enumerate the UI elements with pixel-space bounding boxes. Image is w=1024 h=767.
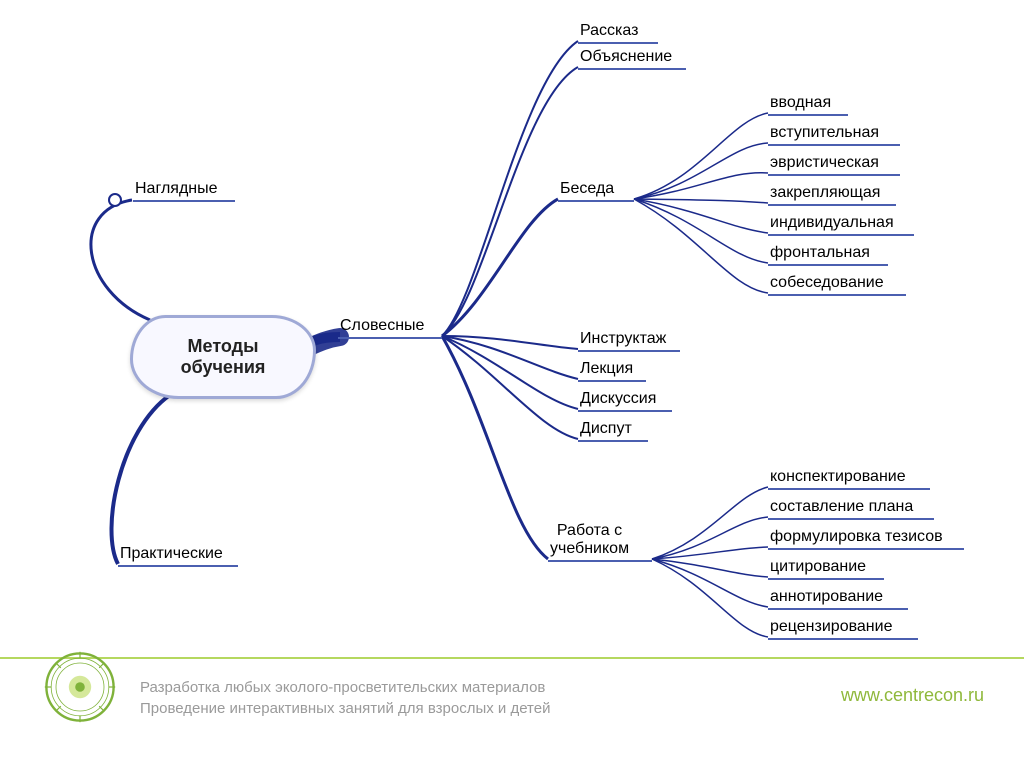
node-diskussiya: Дискуссия xyxy=(580,390,656,408)
underline xyxy=(768,234,914,236)
footer-line2: Проведение интерактивных занятий для взр… xyxy=(140,700,550,717)
node-obyasnenie: Объяснение xyxy=(580,48,672,66)
node-lektsiya: Лекция xyxy=(580,360,633,378)
node-frontalnaya: фронтальная xyxy=(770,244,870,262)
node-zakreplyayushchaya: закрепляющая xyxy=(770,184,880,202)
underline xyxy=(768,578,884,580)
footer-link[interactable]: www.centrecon.ru xyxy=(841,685,984,706)
node-beseda: Беседа xyxy=(560,180,614,198)
underline xyxy=(768,638,918,640)
underline xyxy=(768,518,934,520)
footer-text: Разработка любых эколого-просветительски… xyxy=(140,677,550,719)
node-formulirovka-tezisov: формулировка тезисов xyxy=(770,528,943,546)
node-retsenzirovanie: рецензирование xyxy=(770,618,892,636)
underline xyxy=(768,114,848,116)
node-vstupitelnaya: вступительная xyxy=(770,124,879,142)
node-vvodnaya: вводная xyxy=(770,94,831,112)
node-instruktazh: Инструктаж xyxy=(580,330,666,348)
mindmap-canvas: Методы обучения Наглядные Практические С… xyxy=(0,0,1024,767)
underline xyxy=(548,560,652,562)
underline xyxy=(578,42,658,44)
branch-naglyadnye: Наглядные xyxy=(135,180,218,198)
logo-icon xyxy=(40,647,120,727)
underline xyxy=(578,410,672,412)
underline xyxy=(768,294,906,296)
node-annotirovanie: аннотирование xyxy=(770,588,883,606)
underline xyxy=(768,548,964,550)
center-node: Методы обучения xyxy=(130,315,316,399)
footer: Разработка любых эколого-просветительски… xyxy=(0,657,1024,747)
node-disput: Диспут xyxy=(580,420,632,438)
footer-divider xyxy=(0,657,1024,659)
node-rabota-s-uchebnikom: Работа с учебником Работа сучебником xyxy=(550,522,629,559)
node-tsitirovanie: цитирование xyxy=(770,558,866,576)
node-rasskaz: Рассказ xyxy=(580,22,638,40)
underline xyxy=(768,488,930,490)
branch-prakticheskie: Практические xyxy=(120,545,223,563)
node-sostavlenie-plana: составление плана xyxy=(770,498,913,516)
underline xyxy=(133,200,235,202)
underline xyxy=(768,204,896,206)
underline xyxy=(578,68,686,70)
node-sobesedovanie: собеседование xyxy=(770,274,884,292)
underline xyxy=(578,350,680,352)
footer-line1: Разработка любых эколого-просветительски… xyxy=(140,679,545,696)
underline xyxy=(578,380,646,382)
underline xyxy=(768,264,888,266)
node-individualnaya: индивидуальная xyxy=(770,214,894,232)
node-konspektirovanie: конспектирование xyxy=(770,468,906,486)
underline xyxy=(338,337,442,339)
underline xyxy=(768,174,900,176)
underline xyxy=(578,440,648,442)
branch-slovesnye: Словесные xyxy=(340,317,424,335)
underline xyxy=(768,144,900,146)
node-evristicheskaya: эвристическая xyxy=(770,154,879,172)
underline xyxy=(768,608,908,610)
underline xyxy=(118,565,238,567)
underline xyxy=(558,200,634,202)
